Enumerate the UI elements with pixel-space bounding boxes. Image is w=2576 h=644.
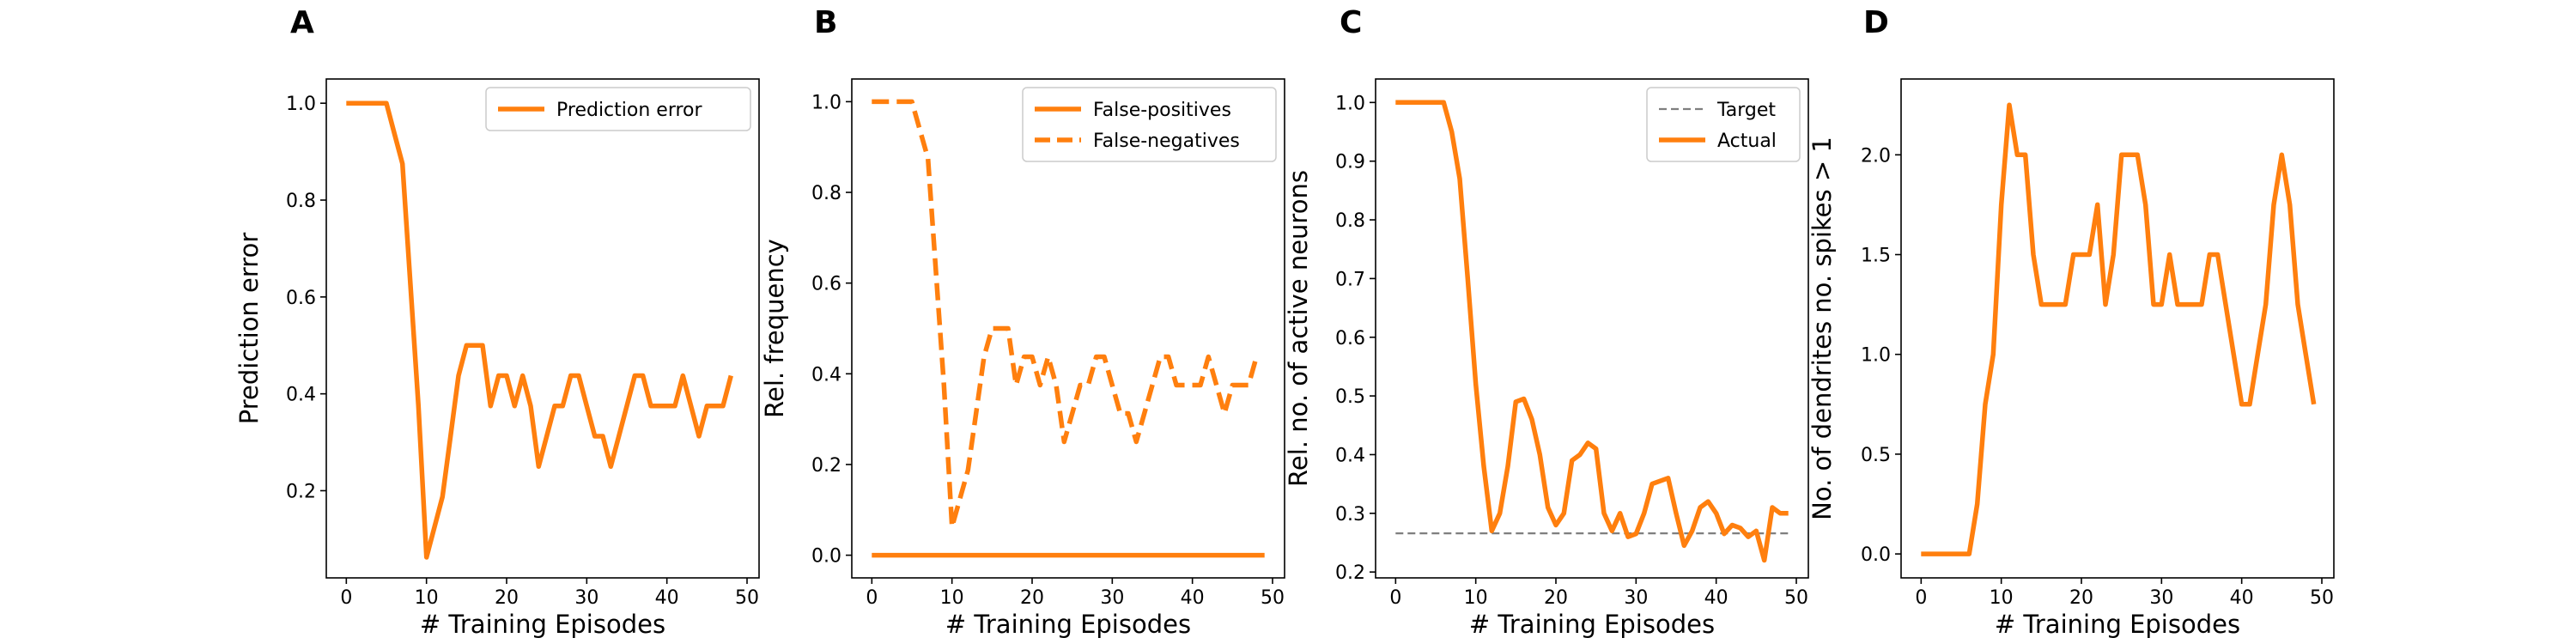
x-tick-label: 20 xyxy=(495,587,519,609)
y-tick-label: 0.8 xyxy=(1335,210,1365,232)
y-tick-label: 0.8 xyxy=(286,191,316,212)
y-tick-label: 1.0 xyxy=(1335,93,1365,114)
legend: Prediction error xyxy=(485,87,751,131)
y-axis-label: Prediction error xyxy=(234,233,264,425)
x-tick-label: 40 xyxy=(1181,587,1205,609)
y-tick-label: 1.0 xyxy=(286,94,316,115)
x-tick-label: 50 xyxy=(1784,587,1808,609)
chart-panel-b: B 0 10 20 30 40 50 0.0 0.2 0.4 0.6 0.8 1.0 # Training… xyxy=(760,5,1285,639)
y-tick-label: 1.0 xyxy=(811,92,841,113)
legend-box xyxy=(485,87,751,131)
x-tick-label: 10 xyxy=(1990,587,2014,609)
series-line-false-negatives xyxy=(872,99,1259,530)
x-tick-label: 20 xyxy=(1544,587,1568,609)
y-tick-label: 0.2 xyxy=(286,481,316,502)
x-axis-label: # Training Episodes xyxy=(1995,610,2240,639)
y-tick-label: 1.0 xyxy=(1861,345,1891,367)
y-tick-label: 0.6 xyxy=(1335,328,1365,349)
y-tick-label: 0.5 xyxy=(1335,386,1365,408)
y-tick-label: 0.6 xyxy=(811,274,841,295)
y-tick-label: 1.5 xyxy=(1861,246,1891,267)
series-line-value xyxy=(1921,102,2317,556)
x-tick-label: 0 xyxy=(866,587,878,609)
y-tick-label: 0.5 xyxy=(1861,445,1891,466)
panel-letter: D xyxy=(1863,5,1889,40)
legend-label: Target xyxy=(1716,100,1776,121)
x-axis-label: # Training Episodes xyxy=(945,610,1191,639)
y-tick-label: 0.0 xyxy=(1861,544,1891,566)
x-tick-label: 0 xyxy=(1915,587,1927,609)
x-tick-label: 30 xyxy=(2149,587,2173,609)
x-tick-label: 20 xyxy=(1020,587,1044,609)
y-axis-label: No. of dendrites no. spikes > 1 xyxy=(1807,137,1837,520)
panel-letter: A xyxy=(290,5,314,40)
legend: False-positives False-negatives xyxy=(1022,87,1277,162)
legend-label: False-positives xyxy=(1093,100,1231,121)
x-tick-label: 0 xyxy=(1389,587,1401,609)
y-tick-label: 0.4 xyxy=(286,385,316,406)
legend: Target Actual xyxy=(1646,87,1801,162)
series-line-actual xyxy=(1395,100,1789,563)
x-tick-label: 10 xyxy=(415,587,439,609)
y-tick-label: 0.8 xyxy=(811,183,841,204)
x-tick-label: 30 xyxy=(1100,587,1124,609)
plot-frame xyxy=(325,78,760,579)
y-tick-label: 0.4 xyxy=(1335,445,1365,466)
plot-frame xyxy=(1900,78,2335,579)
chart-panel-c: C 0 10 20 30 40 50 0.2 0.3 0.4 0.5 0.6 0.7 0.8 0.9 1.0 #… xyxy=(1284,5,1809,639)
y-tick-label: 0.6 xyxy=(286,288,316,309)
y-axis-label: Rel. no. of active neurons xyxy=(1284,170,1313,487)
y-tick-label: 0.3 xyxy=(1335,504,1365,526)
x-axis-label: # Training Episodes xyxy=(1469,610,1715,639)
x-tick-label: 10 xyxy=(1464,587,1488,609)
x-tick-label: 50 xyxy=(2310,587,2334,609)
plot-frame xyxy=(1375,78,1809,579)
x-tick-label: 50 xyxy=(735,587,759,609)
y-axis-label: Rel. frequency xyxy=(760,239,789,418)
y-tick-label: 0.2 xyxy=(1335,562,1365,584)
y-tick-label: 0.0 xyxy=(811,546,841,568)
chart-panel-d: D 0 10 20 30 40 50 0.0 0.5 1.0 1.5 2.0 # Training Ep… xyxy=(1807,5,2335,639)
x-tick-label: 40 xyxy=(1704,587,1728,609)
legend-label: False-negatives xyxy=(1093,131,1240,152)
chart-panel-a: A 0 10 20 30 40 50 0.2 0.4 0.6 0.8 1.0 # Training Ep… xyxy=(234,5,760,639)
y-tick-label: 0.9 xyxy=(1335,152,1365,173)
x-tick-label: 50 xyxy=(1261,587,1285,609)
y-tick-label: 0.7 xyxy=(1335,269,1365,290)
panel-letter: C xyxy=(1340,5,1362,40)
y-tick-label: 0.4 xyxy=(811,364,841,386)
legend-label: Actual xyxy=(1717,131,1777,152)
x-tick-label: 40 xyxy=(2230,587,2254,609)
legend-box xyxy=(1022,87,1277,162)
x-axis-label: # Training Episodes xyxy=(420,610,665,639)
panel-letter: B xyxy=(814,5,837,40)
legend-label: Prediction error xyxy=(556,100,702,121)
x-tick-label: 10 xyxy=(940,587,964,609)
x-tick-label: 0 xyxy=(340,587,352,609)
x-tick-label: 30 xyxy=(1624,587,1648,609)
y-tick-label: 0.2 xyxy=(811,455,841,477)
plot-frame xyxy=(851,78,1285,579)
series-line-prediction-error xyxy=(346,100,733,560)
x-tick-label: 40 xyxy=(655,587,679,609)
x-tick-label: 30 xyxy=(574,587,598,609)
x-tick-label: 20 xyxy=(2069,587,2093,609)
legend-box xyxy=(1646,87,1801,162)
y-tick-label: 2.0 xyxy=(1861,145,1891,167)
